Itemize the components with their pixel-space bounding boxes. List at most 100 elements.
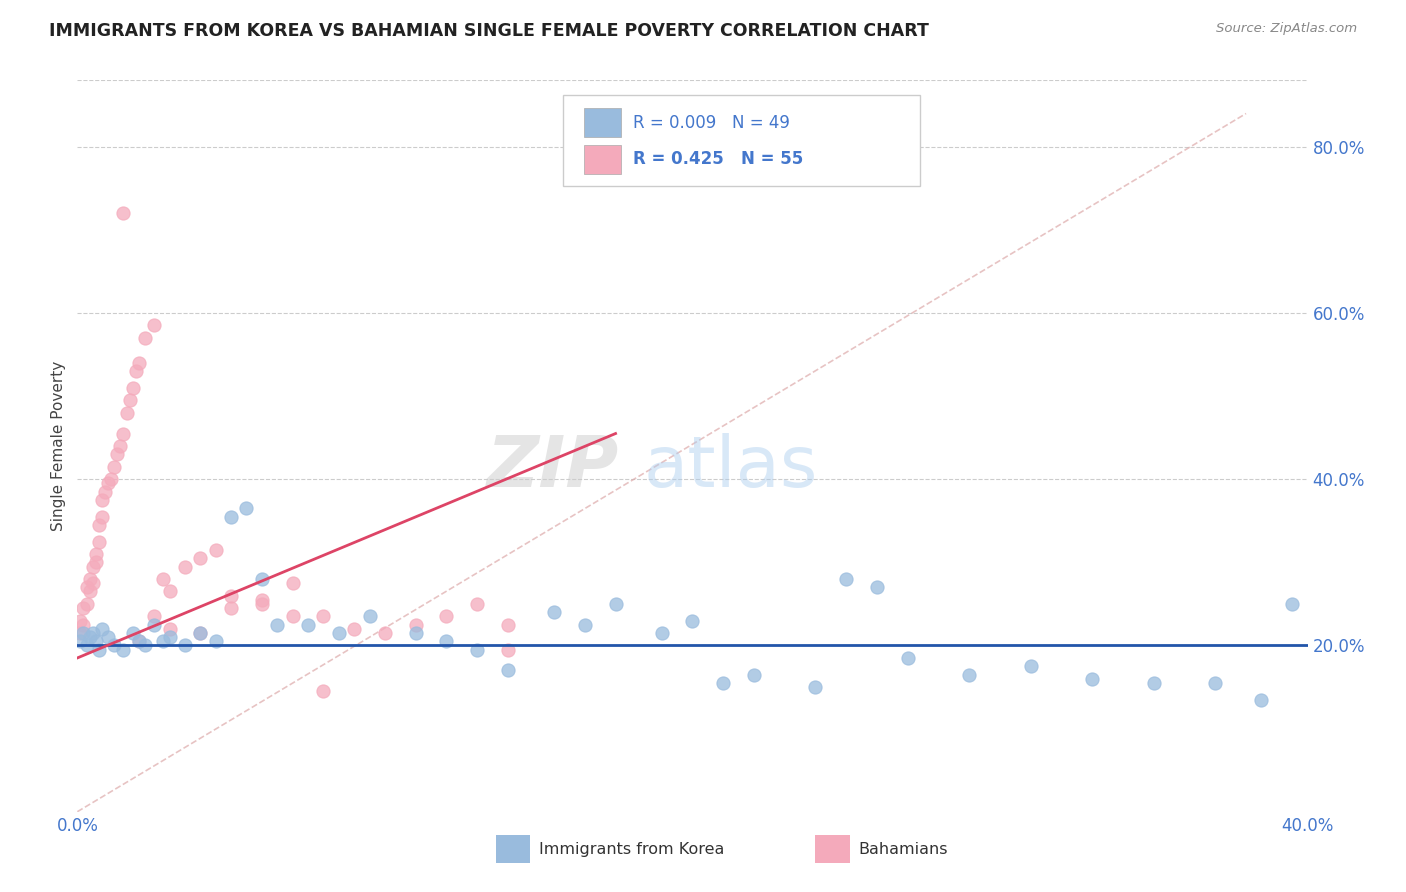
Point xyxy=(76,639,98,653)
Text: R = 0.425   N = 55: R = 0.425 N = 55 xyxy=(634,150,804,169)
Point xyxy=(69,614,91,628)
Point xyxy=(159,630,181,644)
Point xyxy=(465,597,488,611)
FancyBboxPatch shape xyxy=(564,95,920,186)
Text: atlas: atlas xyxy=(644,434,818,502)
Point xyxy=(84,634,107,648)
Point xyxy=(90,493,114,508)
Point xyxy=(112,642,135,657)
Point xyxy=(103,459,125,474)
Point xyxy=(97,476,120,491)
FancyBboxPatch shape xyxy=(815,835,851,863)
Point xyxy=(682,614,704,628)
Point xyxy=(76,580,98,594)
Point xyxy=(121,626,143,640)
Point xyxy=(328,626,350,640)
Point xyxy=(897,651,920,665)
Point xyxy=(159,584,181,599)
Point xyxy=(103,639,125,653)
Point xyxy=(250,592,273,607)
Point xyxy=(436,609,458,624)
Point xyxy=(266,617,288,632)
Text: Bahamians: Bahamians xyxy=(859,842,948,857)
FancyBboxPatch shape xyxy=(585,145,621,174)
Point xyxy=(76,597,98,611)
Point xyxy=(90,509,114,524)
Point xyxy=(82,626,104,640)
Point xyxy=(496,664,519,678)
Point xyxy=(204,634,226,648)
Point xyxy=(128,634,150,648)
Text: R = 0.009   N = 49: R = 0.009 N = 49 xyxy=(634,113,790,132)
Point xyxy=(128,634,150,648)
Point xyxy=(343,622,366,636)
Point xyxy=(1250,692,1272,706)
Point xyxy=(134,639,156,653)
Point xyxy=(84,547,107,561)
Point xyxy=(219,589,242,603)
Point xyxy=(152,634,174,648)
Point xyxy=(87,642,110,657)
Point xyxy=(72,626,94,640)
Point xyxy=(118,393,141,408)
Point xyxy=(125,364,148,378)
Point xyxy=(152,572,174,586)
Point xyxy=(90,622,114,636)
Y-axis label: Single Female Poverty: Single Female Poverty xyxy=(51,361,66,531)
Point xyxy=(115,406,138,420)
Point xyxy=(405,617,427,632)
Point xyxy=(359,609,381,624)
Point xyxy=(835,572,858,586)
Point xyxy=(143,617,166,632)
Point xyxy=(281,609,304,624)
Point xyxy=(465,642,488,657)
Point xyxy=(97,630,120,644)
Point xyxy=(87,534,110,549)
Point xyxy=(235,501,257,516)
Point xyxy=(1143,676,1166,690)
Point xyxy=(72,601,94,615)
Point xyxy=(1281,597,1303,611)
Point xyxy=(219,509,242,524)
Text: ZIP: ZIP xyxy=(486,434,619,502)
Point xyxy=(250,597,273,611)
Point xyxy=(1204,676,1226,690)
Point xyxy=(1081,672,1104,686)
Point xyxy=(79,630,101,644)
Point xyxy=(651,626,673,640)
Text: IMMIGRANTS FROM KOREA VS BAHAMIAN SINGLE FEMALE POVERTY CORRELATION CHART: IMMIGRANTS FROM KOREA VS BAHAMIAN SINGLE… xyxy=(49,22,929,40)
Point xyxy=(174,559,197,574)
Point xyxy=(1019,659,1042,673)
Point xyxy=(82,576,104,591)
Point xyxy=(436,634,458,648)
Point xyxy=(128,356,150,370)
Point xyxy=(374,626,396,640)
Point xyxy=(121,381,143,395)
Point xyxy=(742,667,765,681)
Point xyxy=(79,572,101,586)
Point xyxy=(574,617,596,632)
Point xyxy=(188,626,212,640)
Point xyxy=(82,559,104,574)
Point xyxy=(87,518,110,533)
Point xyxy=(188,551,212,566)
Point xyxy=(79,584,101,599)
Point xyxy=(297,617,319,632)
Point xyxy=(100,472,122,486)
Point xyxy=(543,605,565,619)
FancyBboxPatch shape xyxy=(585,108,621,137)
Point xyxy=(69,634,91,648)
Point xyxy=(143,318,166,333)
Point xyxy=(605,597,627,611)
Point xyxy=(219,601,242,615)
Point xyxy=(250,572,273,586)
Point xyxy=(110,439,132,453)
Point xyxy=(69,626,91,640)
Point xyxy=(866,580,889,594)
Point xyxy=(405,626,427,640)
Point xyxy=(84,555,107,569)
Point xyxy=(711,676,734,690)
FancyBboxPatch shape xyxy=(496,835,530,863)
Point xyxy=(957,667,980,681)
Point xyxy=(112,206,135,220)
